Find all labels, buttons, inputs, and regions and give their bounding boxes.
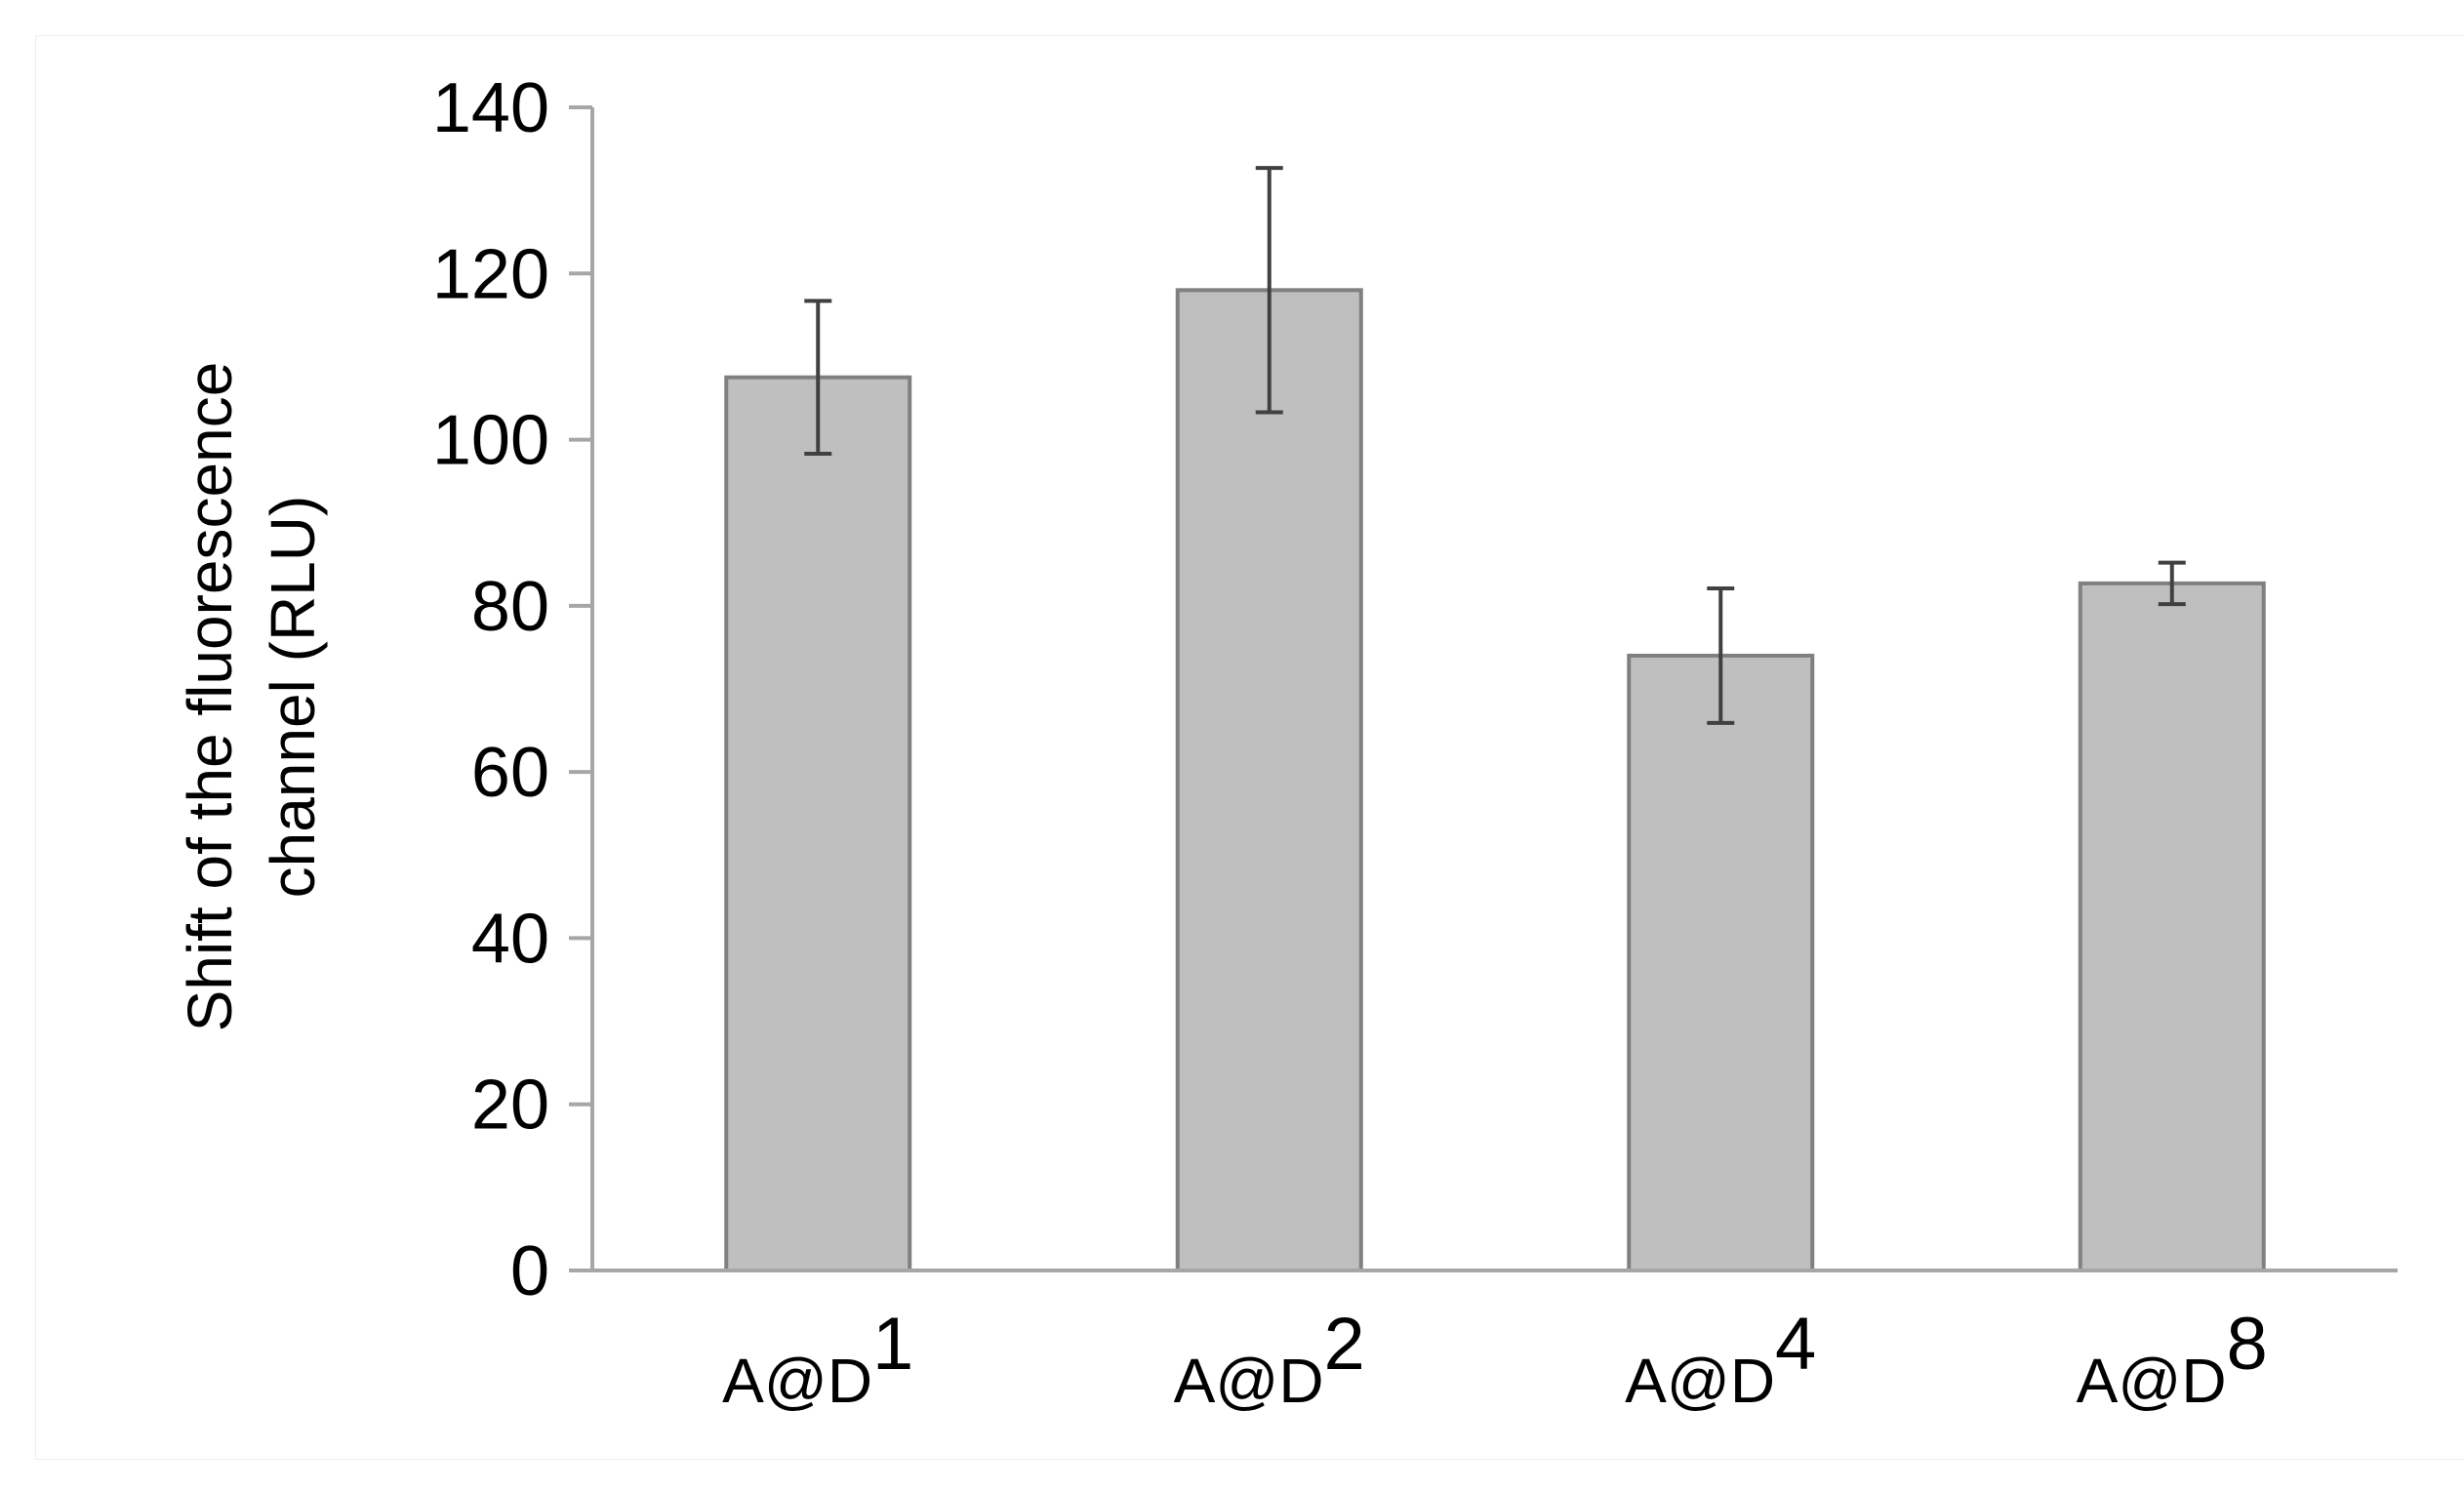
y-tick-label: 80 xyxy=(471,568,549,646)
error-bars xyxy=(804,166,2186,725)
x-tick-label-base: A@D xyxy=(1625,1346,1775,1416)
x-tick-label-superscript: 8 xyxy=(2227,1303,2268,1386)
bar xyxy=(1175,288,1363,1273)
x-tick-label-base: A@D xyxy=(1174,1346,1324,1416)
x-tick-label-base: A@D xyxy=(722,1346,872,1416)
x-tick-label: A@D1 xyxy=(722,1303,913,1416)
y-tick-label: 100 xyxy=(432,402,549,480)
y-tick-label: 0 xyxy=(510,1232,549,1310)
chart-figure: Shift of the fluorescence channel (RLU) … xyxy=(35,35,2464,1460)
y-axis-title-line1: Shift of the fluorescence xyxy=(175,362,245,1032)
bars xyxy=(724,288,2266,1273)
y-tick-label: 60 xyxy=(471,734,549,812)
y-tick-label: 120 xyxy=(432,235,549,313)
x-axis-labels: A@D1 A@D2 A@D4 A@D8 xyxy=(722,1303,2268,1416)
bar xyxy=(2078,581,2266,1272)
x-tick-label-superscript: 2 xyxy=(1324,1303,1365,1386)
axes xyxy=(590,107,2398,1272)
bar xyxy=(1627,653,1815,1272)
x-tick-label: A@D4 xyxy=(1625,1303,1816,1416)
y-tick-label: 140 xyxy=(432,69,549,147)
x-tick-label: A@D2 xyxy=(1174,1303,1365,1416)
y-axis-title-line2: channel (RLU) xyxy=(258,496,328,899)
bar xyxy=(724,375,912,1272)
x-tick-label: A@D8 xyxy=(2077,1303,2268,1416)
y-tick-label: 20 xyxy=(471,1067,549,1145)
y-tick-label: 40 xyxy=(471,900,549,978)
bar-chart: Shift of the fluorescence channel (RLU) … xyxy=(175,69,2398,1416)
y-axis-title: Shift of the fluorescence channel (RLU) xyxy=(175,362,328,1032)
x-tick-label-superscript: 4 xyxy=(1775,1303,1816,1386)
y-axis-ticks: 0 20 40 60 80 100 120 140 xyxy=(432,69,592,1310)
x-tick-label-superscript: 1 xyxy=(872,1303,913,1386)
x-tick-label-base: A@D xyxy=(2077,1346,2227,1416)
